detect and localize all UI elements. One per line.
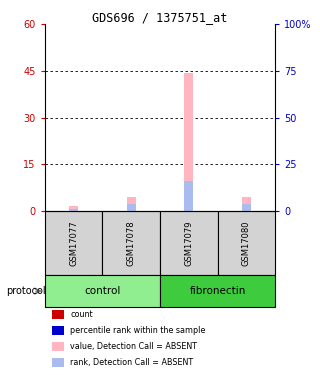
Bar xyxy=(45,211,102,275)
Bar xyxy=(184,181,193,211)
Text: GSM17078: GSM17078 xyxy=(127,220,136,266)
Bar xyxy=(102,211,160,275)
Text: count: count xyxy=(70,310,93,319)
Bar xyxy=(127,197,136,211)
Text: value, Detection Call = ABSENT: value, Detection Call = ABSENT xyxy=(70,342,197,351)
Text: GSM17080: GSM17080 xyxy=(242,220,251,266)
Bar xyxy=(160,211,218,275)
Text: fibronectin: fibronectin xyxy=(189,286,246,296)
Bar xyxy=(45,275,160,307)
Bar xyxy=(52,310,64,319)
Text: protocol: protocol xyxy=(6,286,46,296)
Text: control: control xyxy=(84,286,121,296)
Bar xyxy=(52,326,64,335)
Text: percentile rank within the sample: percentile rank within the sample xyxy=(70,326,205,335)
Text: GSM17077: GSM17077 xyxy=(69,220,78,266)
Bar xyxy=(242,197,251,211)
Bar xyxy=(52,358,64,367)
Bar xyxy=(218,211,275,275)
Bar xyxy=(160,275,275,307)
Title: GDS696 / 1375751_at: GDS696 / 1375751_at xyxy=(92,11,228,24)
Bar xyxy=(69,206,78,211)
Bar xyxy=(184,73,193,211)
Text: rank, Detection Call = ABSENT: rank, Detection Call = ABSENT xyxy=(70,358,193,367)
Bar xyxy=(52,342,64,351)
Bar xyxy=(242,204,251,211)
Text: GSM17079: GSM17079 xyxy=(184,220,193,266)
Bar xyxy=(69,209,78,211)
Bar xyxy=(127,204,136,211)
